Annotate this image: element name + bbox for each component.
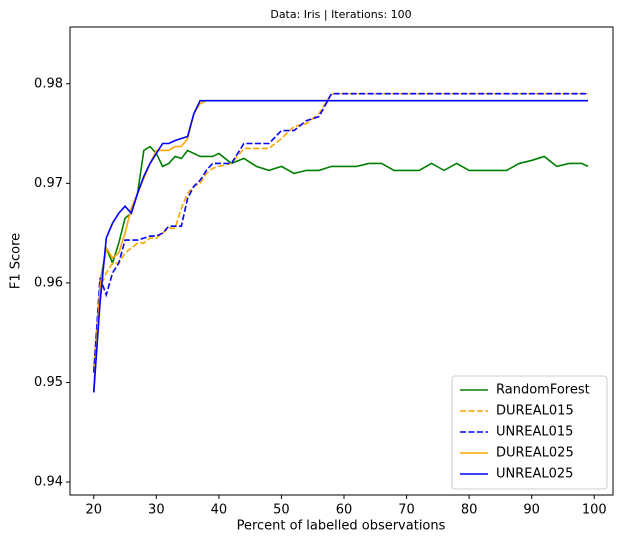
y-tick-label: 0.94	[34, 475, 63, 490]
x-tick-label: 50	[273, 503, 290, 518]
series-line	[92, 99, 588, 393]
legend-label: UNREAL015	[496, 425, 573, 440]
series-line	[92, 145, 589, 393]
chart-title: Data: Iris | Iterations: 100	[270, 8, 411, 21]
legend-label: DUREAL015	[496, 404, 574, 419]
x-tick-label: 80	[461, 503, 478, 518]
y-tick-label: 0.95	[34, 375, 63, 390]
series-line	[92, 92, 588, 368]
x-tick-label: 90	[523, 503, 540, 518]
y-tick-label: 0.96	[34, 275, 63, 290]
x-tick-label: 60	[336, 503, 353, 518]
x-tick-label: 30	[148, 503, 165, 518]
y-tick-label: 0.98	[34, 76, 63, 91]
y-tick-label: 0.97	[34, 176, 63, 191]
legend-label: DUREAL025	[496, 446, 574, 461]
x-tick-label: 100	[582, 503, 607, 518]
series-line	[92, 99, 588, 393]
legend-label: RandomForest	[496, 383, 590, 398]
y-axis-label: F1 Score	[9, 233, 24, 289]
series-line	[92, 92, 588, 373]
legend-box	[451, 375, 608, 490]
x-tick-label: 40	[211, 503, 228, 518]
x-axis-label: Percent of labelled observations	[237, 519, 446, 534]
x-tick-label: 20	[85, 503, 102, 518]
legend-label: UNREAL025	[496, 467, 573, 482]
x-tick-label: 70	[398, 503, 415, 518]
plot-frame	[69, 26, 614, 496]
